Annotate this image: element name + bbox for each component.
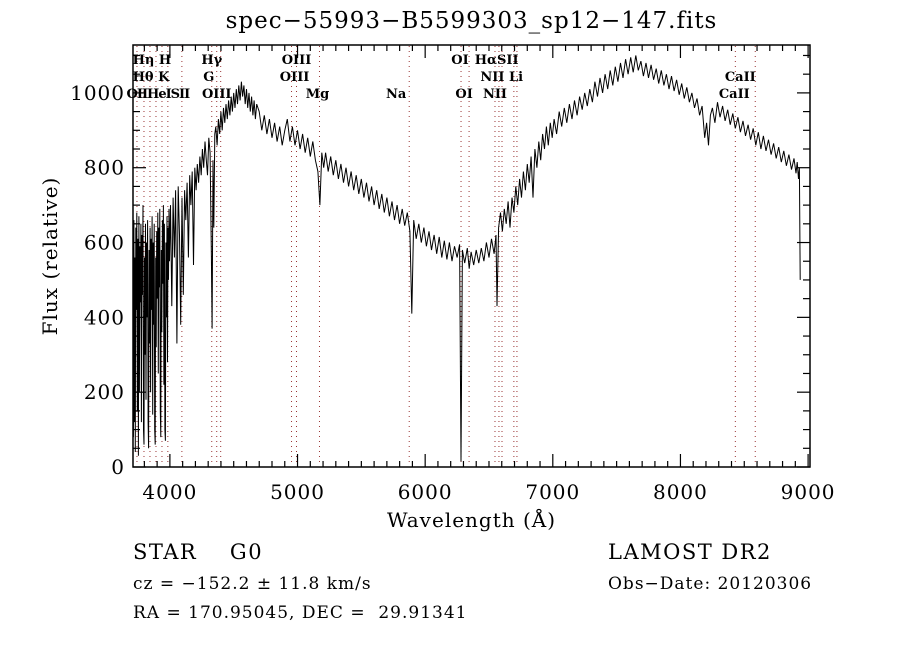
- x-tick-label: 6000: [398, 480, 453, 504]
- plot-title: spec−55993−B5599303_sp12−147.fits: [225, 8, 718, 34]
- y-tick-label: 600: [84, 231, 125, 255]
- spectral-line-label: CaII: [719, 87, 750, 102]
- spectral-line-label: Hη H: [133, 53, 172, 68]
- spectral-line-label: OIII: [202, 87, 232, 102]
- x-axis-label: Wavelength (Å): [386, 508, 557, 532]
- spectral-line-label: NII Li: [480, 70, 523, 85]
- y-axis-label: Flux (relative): [38, 177, 62, 336]
- spectral-line-label: HαSII: [475, 53, 519, 68]
- spectral-line-label: OIII: [280, 70, 310, 85]
- x-tick-label: 8000: [653, 480, 708, 504]
- y-tick-label: 1000: [70, 81, 125, 105]
- spectral-line-label: Hθ K: [133, 70, 170, 85]
- y-tick-label: 200: [84, 380, 125, 404]
- obs-date-text: Obs−Date: 20120306: [608, 574, 813, 594]
- spectral-line-label: OI: [451, 53, 468, 68]
- spectrum-trace: [132, 55, 801, 462]
- survey-release-text: LAMOST DR2: [608, 540, 772, 564]
- spectral-line-label: Mg: [306, 87, 329, 102]
- spectral-line-label: OIIHeISII: [127, 87, 191, 102]
- x-tick-label: 4000: [142, 480, 197, 504]
- cz-value-text: cz = −152.2 ± 11.8 km/s: [133, 574, 372, 594]
- y-tick-label: 800: [84, 156, 125, 180]
- spectral-line-label: G: [203, 70, 214, 85]
- x-tick-label: 9000: [781, 480, 836, 504]
- y-tick-label: 0: [111, 455, 125, 479]
- x-tick-label: 7000: [525, 480, 580, 504]
- x-tick-label: 5000: [270, 480, 325, 504]
- spectral-line-label: Na: [386, 87, 407, 102]
- spectral-line-label: NII: [483, 87, 507, 102]
- spectral-line-label: CaII: [725, 70, 756, 85]
- chart-canvas: 4000 5000 6000 7000 8000 9000 0 200 400 600 800 100…: [70, 44, 836, 504]
- classification-text: STAR G0: [133, 540, 264, 564]
- spectral-line-label: Hγ: [201, 53, 222, 68]
- spectral-line-label: OI: [455, 87, 472, 102]
- spectral-line-label: OIII: [282, 53, 312, 68]
- y-tick-label: 400: [84, 305, 125, 329]
- ra-dec-text: RA = 170.95045, DEC = 29.91341: [133, 603, 468, 623]
